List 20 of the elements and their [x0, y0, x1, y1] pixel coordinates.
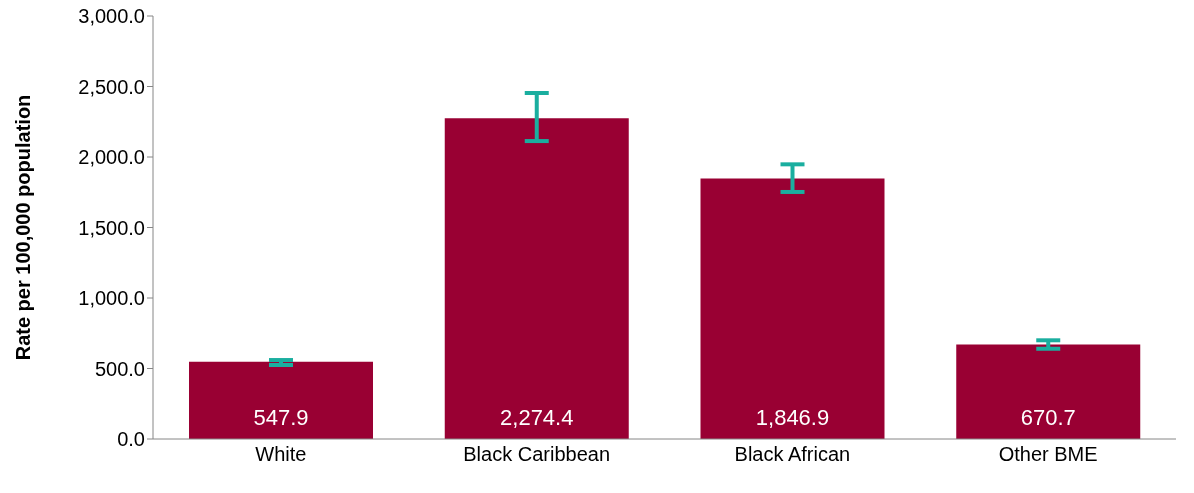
x-tick-label: White	[255, 443, 307, 466]
x-tick-label: Black African	[734, 443, 851, 466]
x-tick-label: Other BME	[998, 443, 1098, 466]
y-tick-label: 500.0	[94, 357, 145, 380]
y-axis-title: Rate per 100,000 population	[12, 94, 35, 361]
data-label: 547.9	[253, 405, 309, 430]
y-tick-label: 3,000.0	[78, 5, 145, 28]
bar	[444, 118, 629, 439]
data-label: 670.7	[1020, 405, 1076, 430]
y-tick-label: 1,000.0	[78, 287, 145, 310]
y-tick-label: 1,500.0	[78, 216, 145, 239]
x-tick-label: Black Caribbean	[463, 443, 610, 466]
y-tick-label: 0.0	[117, 428, 145, 451]
y-tick-label: 2,500.0	[78, 75, 145, 98]
bar	[700, 178, 885, 439]
y-tick-label: 2,000.0	[78, 146, 145, 169]
data-label: 2,274.4	[500, 405, 574, 430]
data-label: 1,846.9	[755, 405, 830, 430]
bar	[956, 344, 1141, 439]
bar	[189, 361, 373, 439]
